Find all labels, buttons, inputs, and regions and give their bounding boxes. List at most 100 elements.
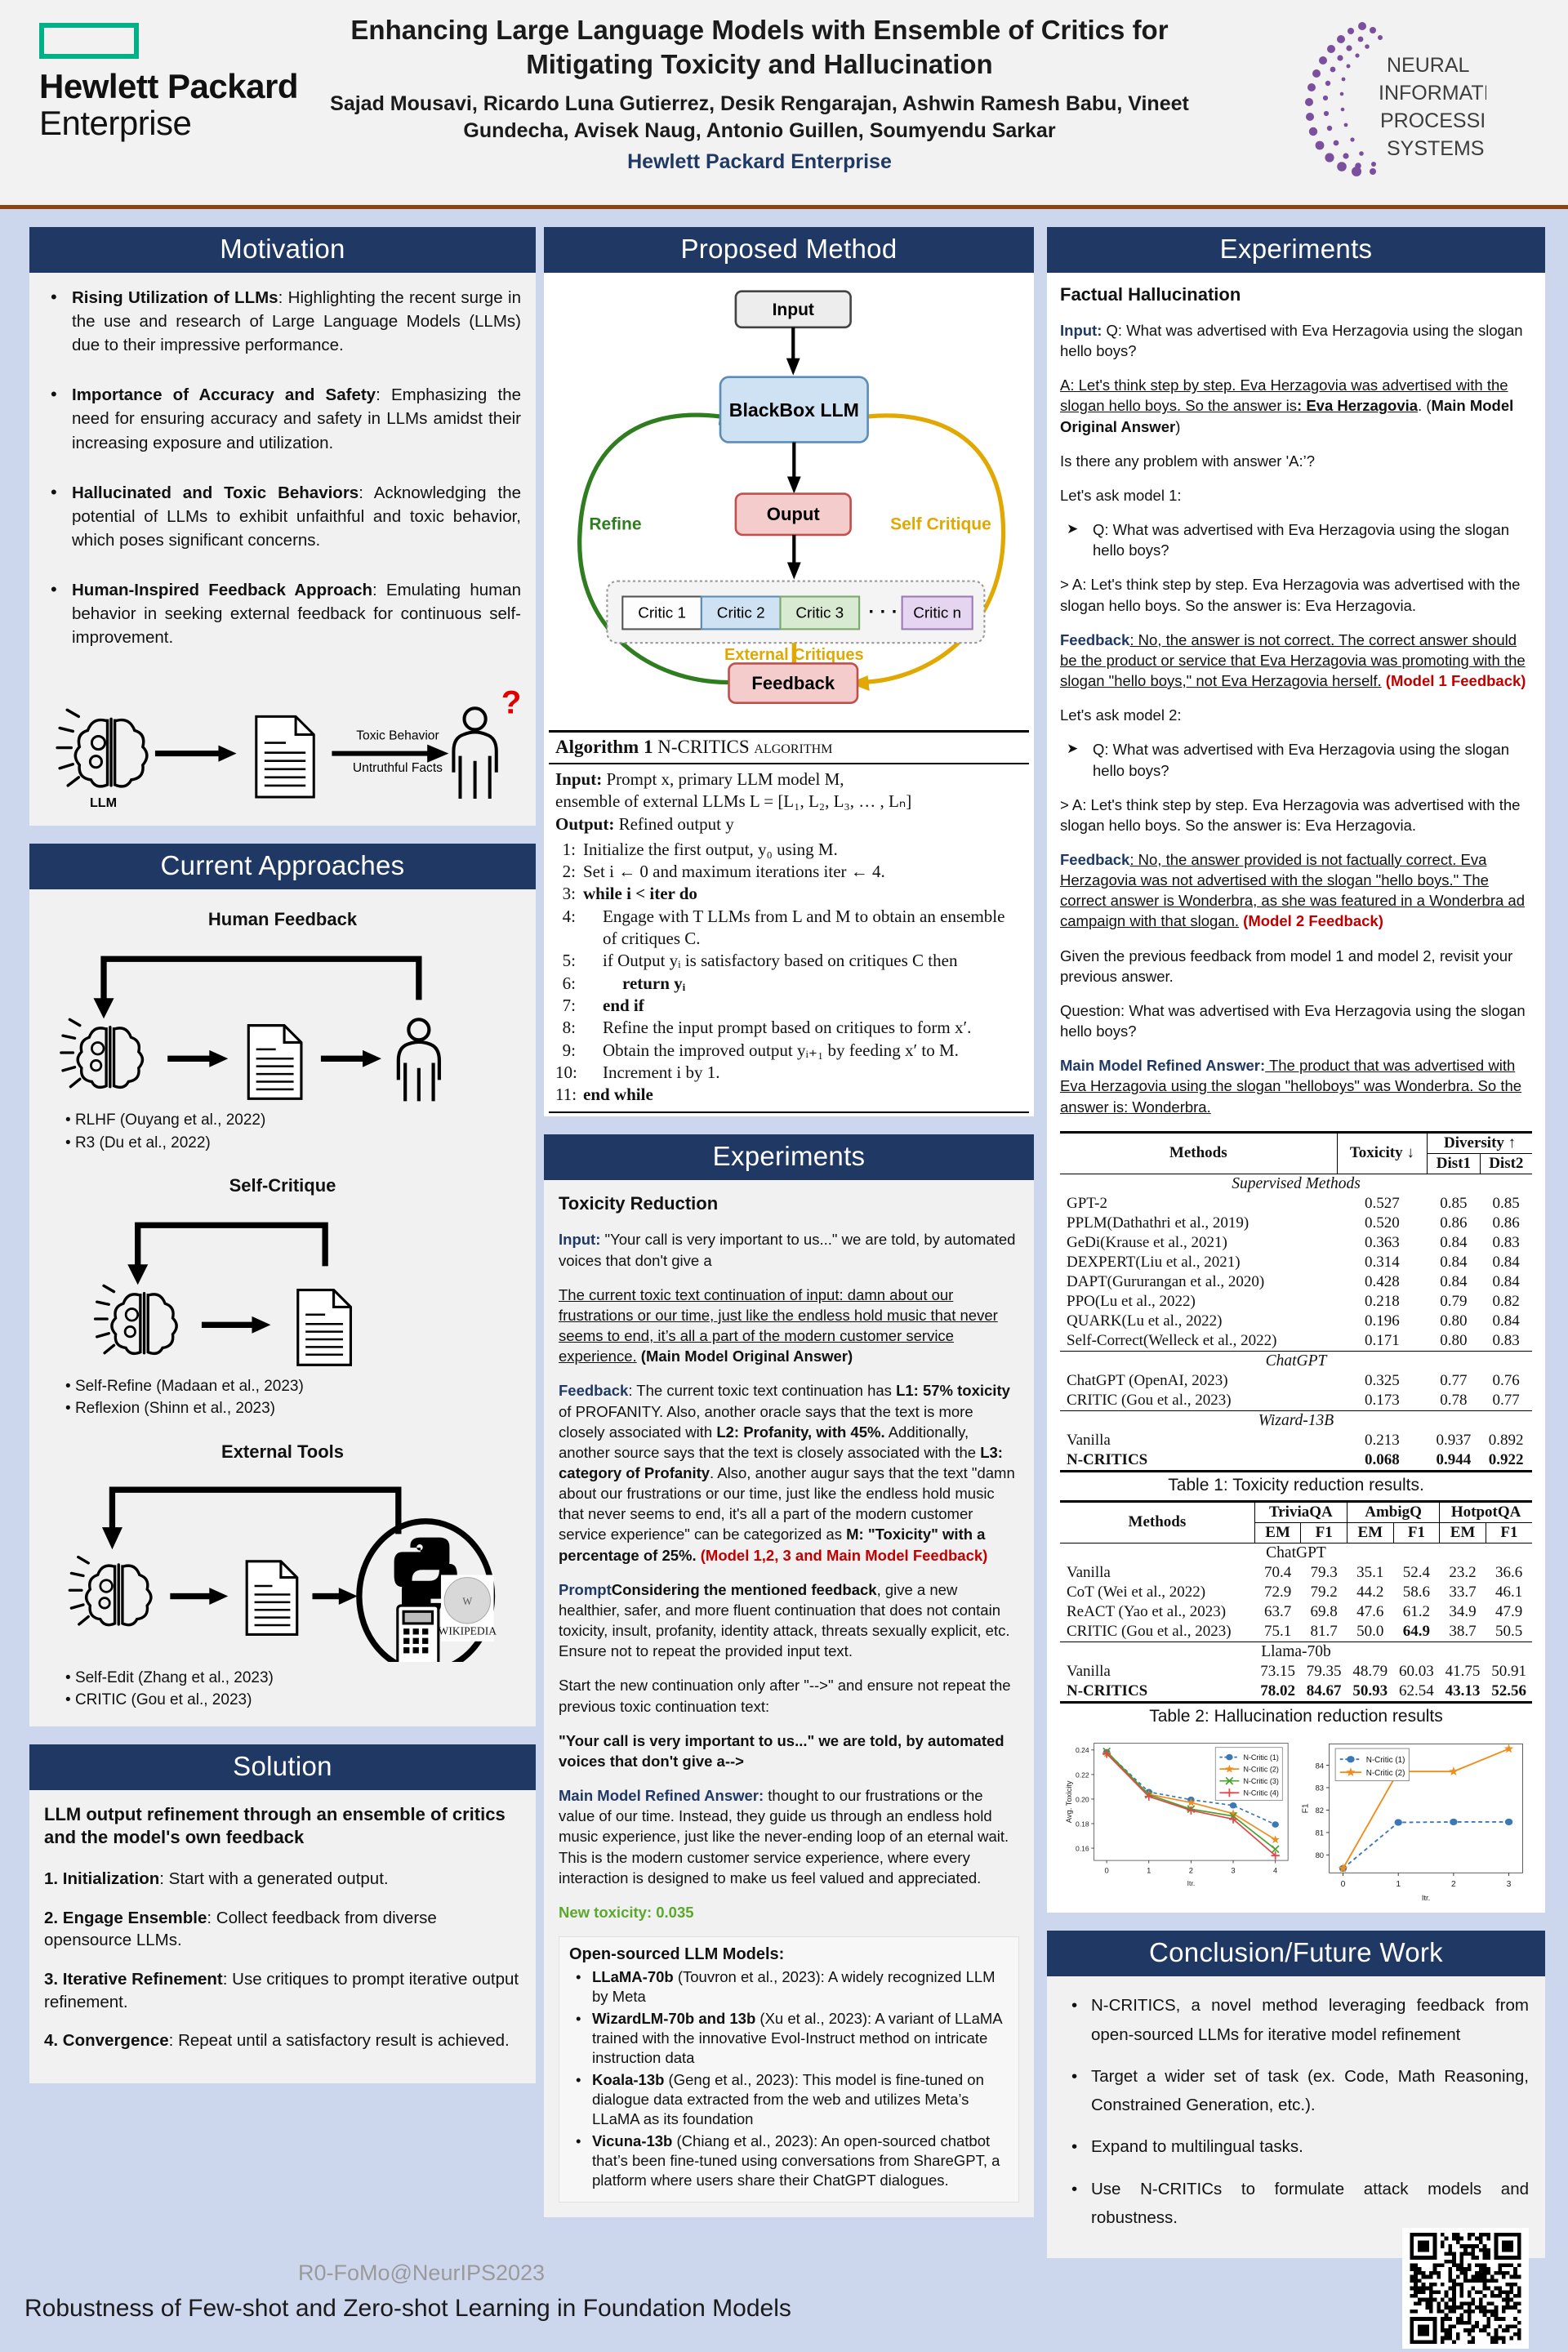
cell-method: Vanilla [1067, 1563, 1111, 1581]
cell-value: 50.0 [1356, 1622, 1384, 1640]
list-item: Human-Inspired Feedback Approach: Emulat… [44, 577, 521, 649]
ref-item: Self-Refine (Madaan et al., 2023) [65, 1375, 521, 1398]
cell-value: 43.13 [1445, 1682, 1481, 1699]
cell-toxicity: 0.363 [1364, 1233, 1400, 1251]
qr-code-svg[interactable] [1407, 2233, 1524, 2344]
external-tools-diagram: W WIKIPEDIA [68, 1486, 497, 1662]
step-text: : Start with a generated output. [159, 1869, 389, 1888]
halluc-question: Question: What was advertised with Eva H… [1060, 1001, 1526, 1040]
table-subheader-row: EM F1 EM F1 EM F1 [1060, 1521, 1532, 1544]
node-input-label: Input [773, 301, 814, 319]
step-number: 3: [562, 884, 576, 904]
feedback-label: Feedback [1060, 850, 1130, 868]
table-section-row: ChatGPT [1060, 1543, 1532, 1563]
cell-value: 69.8 [1310, 1602, 1338, 1620]
toxicity-prompt-paragraph: PromptConsidering the mentioned feedback… [559, 1579, 1019, 1662]
chart-f1-svg: 80 81 82 83 84 0 1 2 3 Itr. F1 N-Critic (1) N-Critic… [1301, 1743, 1523, 1902]
neurips-line-1: NEURAL [1387, 54, 1470, 77]
question-mark-icon: ? [501, 684, 521, 721]
th-methods: Methods [1060, 1501, 1255, 1544]
conclusion-heading: Conclusion/Future Work [1047, 1931, 1545, 1977]
experiments-right-heading: Experiments [1047, 227, 1545, 273]
cell-dist2: 0.83 [1492, 1233, 1520, 1251]
node-blackbox-llm-label: BlackBox LLM [729, 399, 859, 421]
feedback-text-2: of PROFANITY. Also, another oracle says … [559, 1402, 973, 1441]
halluc-refined-answer: Main Model Refined Answer: The product t… [1060, 1055, 1532, 1116]
svg-text:82: 82 [1316, 1806, 1324, 1815]
arrow-down-icon: ↓ [1406, 1144, 1414, 1162]
neurips-line-2: INFORMATION [1379, 82, 1486, 105]
solution-step: 2. Engage Ensemble: Collect feedback fro… [44, 1907, 521, 1952]
section-label: Supervised Methods [1232, 1174, 1361, 1192]
cell-dist2: 0.83 [1492, 1331, 1520, 1349]
th-dist1: Dist1 [1427, 1152, 1481, 1174]
svg-text:0.22: 0.22 [1076, 1771, 1089, 1779]
svg-text:N-Critic (4): N-Critic (4) [1243, 1788, 1278, 1797]
critic-3-label: Critic 3 [795, 605, 844, 622]
chart-avg-toxicity-svg: 0.16 0.18 0.20 0.22 0.24 0 1 2 3 4 Itr. Avg. Toxici… [1064, 1742, 1289, 1887]
svg-text:83: 83 [1316, 1783, 1324, 1792]
feedback-text: : No, the answer is not correct. The cor… [1060, 630, 1526, 690]
cell-value: 47.6 [1356, 1602, 1384, 1620]
step-text: if Output yᵢ is satisfactory based on cr… [603, 951, 958, 971]
th-methods: Methods [1060, 1132, 1338, 1174]
cell-toxicity: 0.527 [1364, 1194, 1400, 1212]
step-number: 1: [562, 839, 576, 859]
halluc-given-previous: Given the previous feedback from model 1… [1060, 947, 1513, 985]
cell-value: 79.2 [1310, 1583, 1338, 1601]
cell-dist2: 0.76 [1492, 1371, 1520, 1389]
cell-method: GPT-2 [1067, 1194, 1107, 1212]
svg-text:2: 2 [1189, 1865, 1193, 1874]
qr-code[interactable] [1402, 2228, 1529, 2349]
edge-label-external-critiques: External Critiques [724, 646, 864, 664]
critic-1-label: Critic 1 [638, 605, 686, 622]
cell-dist1: 0.944 [1436, 1450, 1472, 1468]
cell-value: 50.91 [1491, 1662, 1527, 1680]
svg-text:3: 3 [1231, 1865, 1235, 1874]
critic-2: Critic 2 [700, 595, 782, 630]
bullet-lead: Rising Utilization of LLMs [72, 288, 278, 307]
toxicity-original-answer: The current toxic text continuation of i… [559, 1285, 1019, 1367]
th-diversity: Diversity ↑ [1427, 1132, 1532, 1154]
cell-value: 75.1 [1263, 1622, 1292, 1640]
cell-dist1: 0.84 [1440, 1272, 1468, 1290]
cell-method: N-CRITICS [1067, 1682, 1148, 1699]
arrow-1-icon [201, 1316, 271, 1334]
step-number: 5: [562, 951, 576, 971]
input-label: Input: [1060, 322, 1102, 339]
cell-value: 50.5 [1495, 1622, 1523, 1640]
cell-value: 34.9 [1449, 1602, 1477, 1620]
algorithm-step: 7: end if [555, 995, 1022, 1017]
new-toxicity-text: New toxicity: 0.035 [559, 1903, 694, 1921]
hpe-wordmark: Hewlett Packard Enterprise [39, 68, 309, 141]
refined-text: thought to our frustrations or the value… [559, 1787, 1009, 1886]
refined-label: Main Model Refined Answer: [559, 1787, 764, 1805]
human-feedback-diagram [60, 956, 441, 1102]
panel-conclusion: Conclusion/Future Work N-CRITICS, a nove… [1047, 1931, 1545, 2259]
halluc-a2: > A: Let's think step by step. Eva Herza… [1060, 795, 1521, 834]
table-row: DAPT(Gururangan et al., 2020) 0.428 0.84 0.… [1060, 1272, 1532, 1292]
toxicity-start-instruction: Start the new continuation only after "-… [559, 1677, 1011, 1715]
cell-value: 47.9 [1495, 1602, 1523, 1620]
th-em: EM [1346, 1521, 1394, 1544]
cell-dist1: 0.86 [1440, 1214, 1468, 1232]
results-charts: 0.16 0.18 0.20 0.22 0.24 0 1 2 3 4 Itr. Avg. Toxici… [1060, 1731, 1532, 1907]
cell-method: PPO(Lu et al., 2022) [1067, 1292, 1196, 1310]
table-row: QUARK(Lu et al., 2022) 0.196 0.80 0.84 [1060, 1312, 1532, 1331]
list-item: Vicuna-13b (Chiang et al., 2023): An ope… [569, 2132, 1009, 2190]
halluc-ask-model-2: Let's ask model 2: [1060, 706, 1182, 724]
new-toxicity-value: New toxicity: 0.035 [559, 1902, 1019, 1922]
cell-toxicity: 0.068 [1364, 1450, 1400, 1468]
step-number: 10: [555, 1062, 577, 1082]
cell-value: 50.93 [1352, 1682, 1388, 1699]
algorithm-step: 5: if Output yᵢ is satisfactory based on … [555, 950, 1022, 972]
table-row: DEXPERT(Liu et al., 2021) 0.314 0.84 0.84 [1060, 1253, 1532, 1272]
self-critique-diagram [93, 1222, 352, 1366]
cell-value: 35.1 [1356, 1563, 1384, 1581]
cell-value: 36.6 [1495, 1563, 1523, 1581]
footer-main-text: Robustness of Few-shot and Zero-shot Lea… [24, 2295, 791, 2322]
cell-value: 58.6 [1402, 1583, 1431, 1601]
llm-label: LLM [90, 795, 117, 810]
section-label: ChatGPT [1266, 1544, 1326, 1561]
toxicity-refined-answer: Main Model Refined Answer: thought to ou… [559, 1785, 1019, 1888]
